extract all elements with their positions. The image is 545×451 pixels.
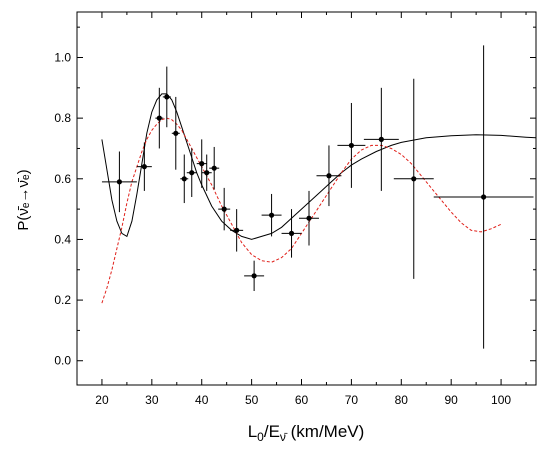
x-tick-label: 60: [295, 393, 309, 407]
x-tick-label: 50: [245, 393, 259, 407]
plot-frame: [76, 11, 537, 386]
data-point: [155, 87, 164, 149]
dashed-fit-curve: [101, 117, 502, 304]
data-point: [244, 260, 265, 291]
data-point: [393, 78, 434, 279]
x-axis-title-slash-E: /E: [264, 422, 280, 441]
data-point: [230, 209, 244, 252]
data-point: [196, 139, 207, 188]
series-layer: [101, 93, 537, 304]
data-point: [180, 154, 189, 204]
data-marker: [288, 230, 295, 236]
y-tick-label: 0.2: [54, 293, 71, 307]
data-point: [261, 193, 282, 237]
data-marker: [481, 194, 487, 200]
data-marker: [306, 215, 312, 221]
data-marker: [141, 164, 147, 170]
y-tick-label: 0.6: [54, 172, 71, 186]
data-marker: [204, 170, 210, 176]
x-tick-label: 80: [395, 393, 409, 407]
data-point: [218, 187, 231, 231]
data-marker: [164, 94, 170, 100]
data-marker: [348, 142, 355, 149]
data-point: [363, 87, 399, 191]
y-tick-label: 0.4: [54, 232, 71, 246]
data-marker: [411, 176, 417, 182]
data-point: [433, 45, 534, 349]
x-tick-label: 100: [491, 393, 511, 407]
x-axis-title-subscript-0: 0: [257, 430, 264, 444]
data-point: [281, 209, 302, 258]
data-marker: [181, 176, 187, 182]
data-marker: [251, 273, 257, 279]
x-tick-label: 90: [445, 393, 459, 407]
x-tick-label: 40: [195, 393, 209, 407]
data-marker: [199, 161, 205, 167]
y-axis-title: P(ν̄ₑ→ν̄ₑ): [15, 169, 32, 230]
x-axis-title-units: (km/MeV): [286, 422, 364, 441]
x-axis-ticks: 20 30 40 50 60 70 80 90 100: [76, 12, 527, 407]
y-axis-ticks: 0.0 0.2 0.4 0.6 0.8 1.0: [54, 26, 536, 368]
data-point: [316, 145, 342, 207]
x-tick-label: 20: [95, 393, 109, 407]
x-tick-label: 30: [145, 393, 159, 407]
x-axis-title-subscript-nu: ν̄: [280, 430, 288, 444]
y-tick-label: 0.8: [54, 111, 71, 125]
data-points-layer: [101, 45, 534, 349]
data-marker: [116, 179, 123, 185]
data-marker: [211, 165, 217, 171]
data-point: [337, 102, 366, 188]
data-marker: [326, 173, 332, 179]
data-marker: [173, 130, 179, 136]
data-point: [186, 148, 197, 197]
data-point: [162, 66, 171, 128]
data-marker: [189, 170, 195, 176]
solid-fit-curve: [101, 93, 537, 240]
data-marker: [378, 136, 384, 142]
data-point: [299, 190, 319, 246]
data-marker: [268, 212, 275, 218]
data-marker: [221, 206, 227, 212]
data-point: [209, 146, 220, 190]
data-point: [136, 142, 152, 191]
data-marker: [234, 227, 240, 233]
y-tick-label: 1.0: [54, 50, 71, 64]
x-axis-title-L: L: [248, 422, 257, 441]
data-point: [101, 151, 137, 213]
y-tick-label: 0.0: [54, 354, 71, 368]
data-marker: [156, 115, 162, 121]
data-point: [201, 154, 212, 191]
data-point: [171, 96, 180, 170]
x-axis-title: L0/Eν̄ (km/MeV): [248, 422, 365, 444]
x-tick-label: 70: [345, 393, 359, 407]
